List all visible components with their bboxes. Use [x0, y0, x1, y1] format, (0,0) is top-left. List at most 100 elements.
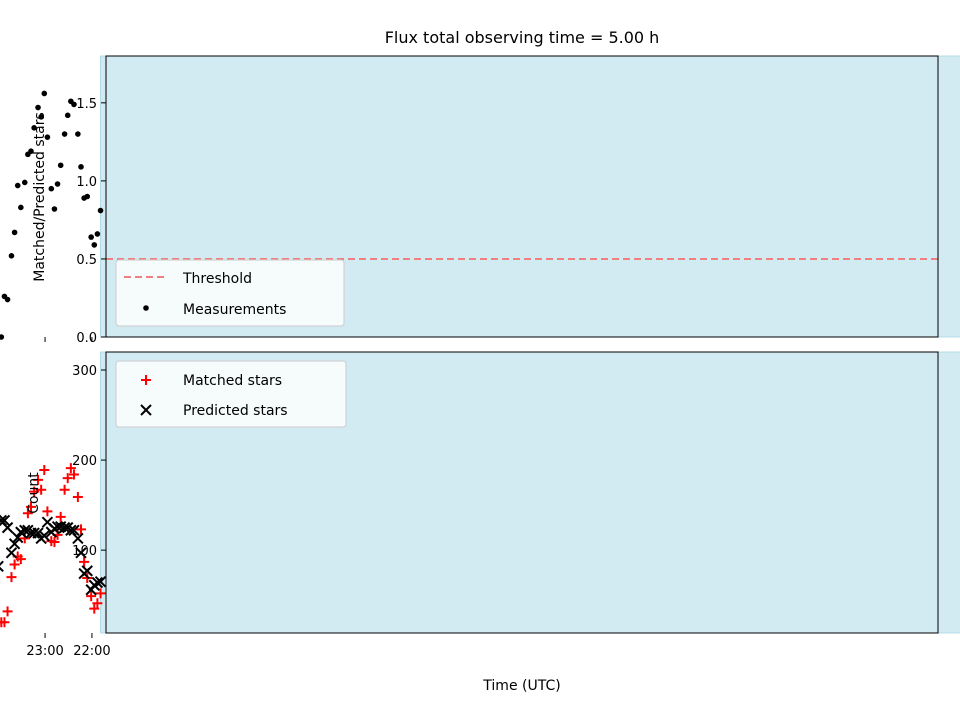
matched-star-point	[39, 464, 50, 475]
matched-star-point	[86, 591, 97, 602]
measurement-point	[8, 253, 15, 259]
predicted-star-point	[15, 526, 27, 538]
measurement-point	[25, 151, 31, 158]
matched-star-point	[0, 621, 4, 624]
x-tick-label: 22:00	[73, 644, 110, 659]
measurement-point	[51, 206, 58, 212]
top-y-tick-label: 1.5	[76, 97, 97, 112]
matched-star-point	[2, 606, 13, 617]
bottom-y-tick-label: 200	[72, 454, 97, 469]
top-y-tick-label: 0.5	[76, 253, 97, 268]
matched-star-point	[6, 572, 17, 583]
measurement-point	[81, 195, 87, 201]
top-x-axis-ticks	[44, 337, 93, 342]
matched-star-point	[62, 473, 73, 484]
x-axis-label: Time (UTC)	[482, 678, 560, 694]
measurement-point	[57, 162, 64, 169]
matched-star-point	[9, 559, 20, 570]
measurement-point	[44, 134, 51, 140]
counts-layer	[0, 463, 107, 628]
predicted-star-point	[22, 524, 34, 537]
matched-star-point	[95, 588, 106, 599]
top-panel: 0.0 0.5 1.0 1.5 Matched/Predicted stars Thr…	[0, 55, 960, 346]
predicted-star-point	[0, 514, 8, 527]
predicted-star-point	[0, 514, 11, 527]
matched-star-point	[72, 492, 83, 503]
top-axes-frame	[105, 55, 939, 338]
matched-star-point	[26, 501, 37, 512]
predicted-star-point	[45, 526, 58, 538]
top-y-axis-label: Matched/Predicted stars	[32, 112, 48, 282]
matched-star-point	[46, 536, 57, 547]
bottom-y-tick-label: 300	[72, 364, 97, 379]
matched-star-point	[65, 463, 76, 474]
chart-title: Flux total observing time = 5.00 h	[385, 28, 660, 47]
bottom-legend-box	[115, 360, 347, 428]
predicted-star-point	[85, 584, 97, 596]
measurement-point	[78, 164, 84, 170]
predicted-star-point	[5, 547, 18, 559]
measurement-point	[54, 181, 61, 187]
predicted-star-point	[78, 567, 90, 580]
bottom-legend: Matched stars Predicted stars	[115, 360, 347, 428]
measurement-point	[1, 293, 8, 300]
x-tick-label: 23:00	[26, 644, 63, 659]
measurement-point	[75, 131, 81, 137]
measurement-point	[91, 242, 98, 248]
matched-star-point	[59, 484, 70, 495]
measurement-point	[48, 185, 55, 192]
measurements-legend-swatch	[143, 305, 149, 311]
measurement-point	[61, 131, 68, 137]
matched-star-point	[29, 486, 40, 497]
measurement-point	[94, 231, 101, 237]
top-y-tick-label: 1.0	[76, 175, 97, 190]
predicted-star-point	[35, 532, 47, 545]
predicted-legend-marker	[140, 404, 152, 416]
matched-star-point	[42, 506, 53, 517]
measurement-point	[88, 234, 94, 240]
threshold-legend-label: Threshold	[182, 271, 252, 287]
measurement-point	[31, 125, 37, 131]
measurement-point	[41, 90, 48, 97]
predicted-star-point	[28, 527, 40, 539]
measurement-point	[97, 207, 104, 214]
predicted-star-point	[68, 524, 80, 537]
top-legend: Threshold Measurements	[115, 259, 345, 327]
matched-legend-swatch	[141, 375, 151, 385]
bottom-y-axis-label: Count	[26, 472, 42, 514]
matched-star-point	[55, 511, 66, 522]
bottom-y-tick-label: 100	[72, 544, 97, 559]
predicted-legend-label: Predicted stars	[183, 403, 288, 419]
top-y-tick-label: 0.0	[76, 331, 97, 346]
predicted-star-point	[12, 531, 24, 544]
matched-star-point	[36, 484, 47, 495]
top-legend-box	[115, 259, 345, 327]
bottom-y-axis: 100 200 300	[72, 364, 106, 559]
measurement-point	[21, 179, 28, 186]
predicted-star-point	[0, 560, 4, 573]
matched-legend-label: Matched stars	[183, 373, 282, 389]
matched-star-point	[92, 598, 103, 609]
measurement-point	[0, 334, 1, 340]
measurements-legend-label: Measurements	[183, 302, 286, 318]
matched-star-point	[33, 474, 44, 485]
measurement-point	[11, 229, 18, 236]
predicted-star-point	[41, 516, 54, 528]
predicted-legend-swatch	[140, 404, 152, 416]
measurement-point	[14, 182, 21, 189]
measurement-point	[68, 98, 74, 105]
matched-star-point	[76, 524, 87, 535]
matched-legend-marker	[141, 375, 151, 385]
top-y-axis: 0.0 0.5 1.0 1.5	[76, 97, 106, 346]
measurements-layer	[0, 90, 104, 340]
matched-star-point	[22, 508, 33, 519]
predicted-star-point	[8, 538, 21, 550]
predicted-star-point	[94, 575, 107, 588]
measurement-point	[38, 114, 44, 120]
measurement-point	[18, 204, 24, 211]
predicted-star-point	[75, 547, 87, 559]
bottom-axes-frame	[105, 351, 939, 634]
